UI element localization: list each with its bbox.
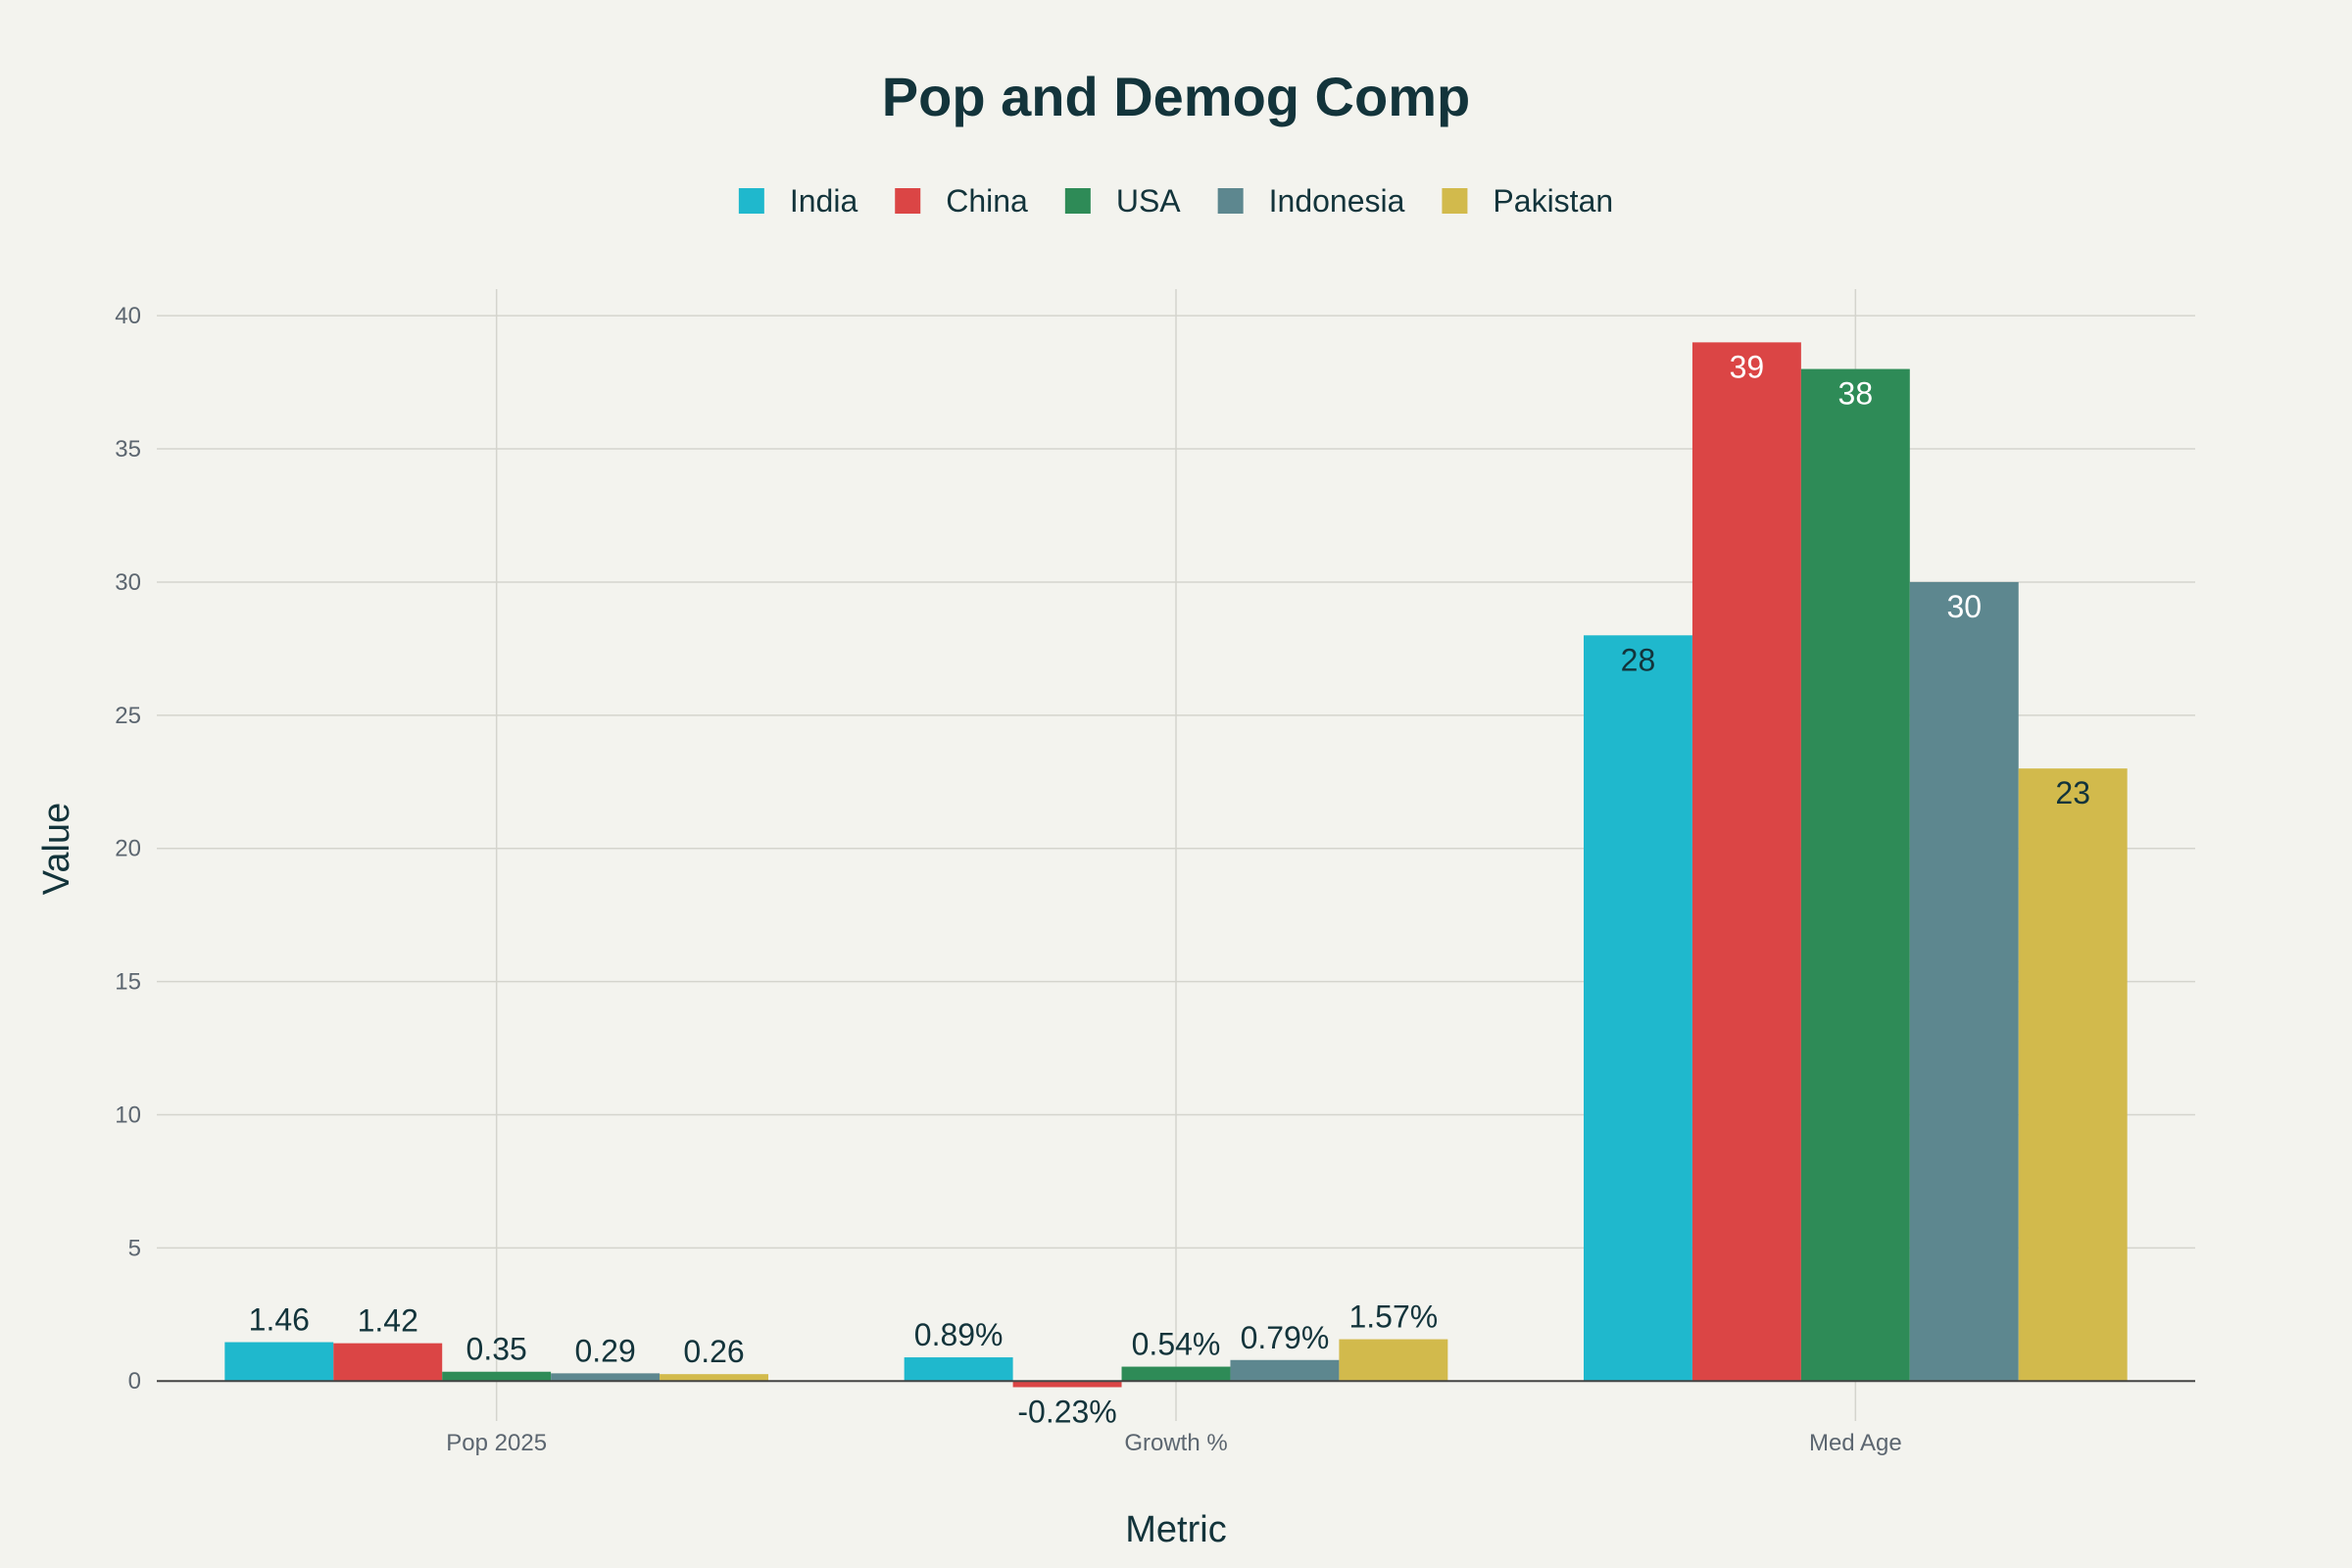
bar-indonesia-1 <box>1230 1359 1340 1382</box>
legend-swatch <box>1442 188 1468 214</box>
data-label: 28 <box>1621 642 1656 677</box>
x-tick-label: Med Age <box>1809 1430 1902 1456</box>
legend-swatch <box>1064 188 1091 214</box>
x-tick-label: Pop 2025 <box>446 1430 547 1456</box>
chart-title: Pop and Demog Comp <box>882 66 1470 127</box>
data-label: 0.35 <box>466 1332 527 1367</box>
bar-india-0 <box>224 1342 334 1382</box>
legend-label: India <box>790 183 858 219</box>
x-tick-label: Growth % <box>1124 1430 1227 1456</box>
legend-label: China <box>946 183 1028 219</box>
bar-usa-1 <box>1121 1366 1231 1382</box>
data-label: 1.57% <box>1348 1299 1438 1335</box>
data-label: 23 <box>2055 775 2090 810</box>
data-label: 0.26 <box>683 1334 744 1369</box>
y-tick-label: 5 <box>128 1235 141 1261</box>
legend-swatch <box>895 188 921 214</box>
legend-item-china[interactable]: China <box>895 183 1028 219</box>
data-label: 0.89% <box>914 1317 1004 1352</box>
legend-item-pakistan[interactable]: Pakistan <box>1442 183 1613 219</box>
legend-swatch <box>738 188 764 214</box>
legend-label: Indonesia <box>1269 183 1405 219</box>
bar-usa-2 <box>1800 368 1910 1382</box>
data-label: 0.79% <box>1241 1320 1330 1355</box>
y-tick-label: 40 <box>115 303 141 329</box>
y-tick-label: 20 <box>115 836 141 862</box>
bars <box>224 342 2128 1388</box>
data-label: 39 <box>1730 349 1765 384</box>
data-label: 0.54% <box>1132 1327 1221 1362</box>
data-label: -0.23% <box>1017 1394 1116 1429</box>
y-axis-ticks: 0 5 10 15 20 25 30 35 40 <box>115 303 141 1395</box>
legend-item-india[interactable]: India <box>738 183 858 219</box>
legend-item-usa[interactable]: USA <box>1064 183 1181 219</box>
bar-china-2 <box>1691 342 1801 1382</box>
x-axis-title: Metric <box>1125 1509 1226 1550</box>
y-axis-title: Value <box>36 803 77 895</box>
y-tick-label: 30 <box>115 569 141 596</box>
bar-indonesia-2 <box>1909 581 2019 1382</box>
bar-pakistan-2 <box>2018 768 2128 1382</box>
bar-india-1 <box>904 1357 1013 1382</box>
bar-china-0 <box>333 1343 443 1382</box>
data-labels: 1.46 0.89% 28 1.42 -0.23% 39 0.35 0.54% 38 0.29 0.… <box>249 349 2090 1429</box>
y-tick-label: 0 <box>128 1368 141 1395</box>
bar-indonesia-0 <box>551 1373 661 1382</box>
data-label: 30 <box>1946 589 1982 624</box>
data-label: 1.42 <box>358 1303 418 1339</box>
bar-usa-0 <box>442 1371 552 1382</box>
legend-label: USA <box>1116 183 1181 219</box>
y-tick-label: 10 <box>115 1102 141 1128</box>
bar-china-1 <box>1012 1381 1122 1388</box>
legend: India China USA Indonesia Pakistan <box>738 183 1613 219</box>
y-tick-label: 25 <box>115 703 141 729</box>
data-label: 1.46 <box>249 1302 310 1338</box>
data-label: 38 <box>1838 376 1874 412</box>
legend-label: Pakistan <box>1493 183 1613 219</box>
legend-swatch <box>1217 188 1244 214</box>
legend-item-indonesia[interactable]: Indonesia <box>1217 183 1405 219</box>
bar-pakistan-0 <box>660 1374 768 1382</box>
y-tick-label: 35 <box>115 436 141 463</box>
x-axis-ticks: Pop 2025 Growth % Med Age <box>446 1430 1901 1456</box>
bar-india-2 <box>1584 635 1692 1382</box>
bar-pakistan-1 <box>1339 1339 1448 1382</box>
data-label: 0.29 <box>574 1333 635 1368</box>
y-tick-label: 15 <box>115 969 141 996</box>
